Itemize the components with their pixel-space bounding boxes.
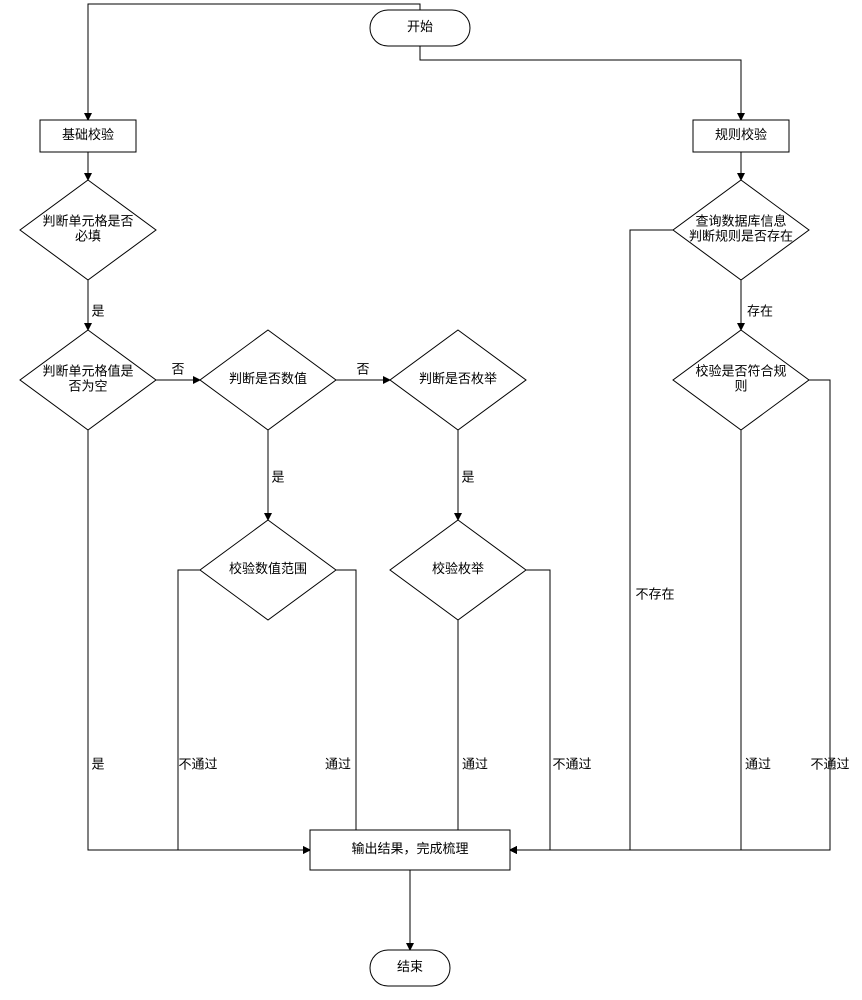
edge (178, 570, 310, 850)
edge (310, 570, 356, 850)
edge-label: 是 (91, 756, 104, 771)
edge (510, 430, 741, 850)
node-label-is_numeric: 判断是否数值 (229, 371, 307, 386)
edge (88, 430, 310, 850)
edge (88, 4, 420, 120)
node-label-output: 输出结果，完成梳理 (351, 841, 468, 856)
node-label-end: 结束 (397, 959, 423, 974)
flowchart-canvas: 是存在否否是是是不通过通过通过不通过不存在通过不通过 开始基础校验规则校验判断单… (0, 0, 862, 1000)
node-label-check_range: 校验数值范围 (229, 561, 307, 576)
edge (510, 570, 550, 850)
edge-label: 否 (171, 361, 184, 376)
node-label-rule_check: 规则校验 (715, 127, 767, 142)
edge-label: 是 (271, 469, 284, 484)
edge-label: 不通过 (178, 756, 217, 771)
edge-label: 通过 (745, 756, 771, 771)
node-label-db_rule_exist: 查询数据库信息判断规则是否存在 (689, 214, 793, 244)
edge-label: 存在 (747, 303, 773, 318)
edge-label: 不通过 (552, 756, 591, 771)
nodes-layer: 开始基础校验规则校验判断单元格是否必填查询数据库信息判断规则是否存在判断单元格值… (20, 10, 809, 986)
node-label-start: 开始 (407, 19, 433, 34)
node-label-basic_check: 基础校验 (62, 127, 114, 142)
edge-label: 不通过 (810, 756, 849, 771)
edge-label: 不存在 (635, 586, 674, 601)
edge-label: 否 (356, 361, 369, 376)
edge-label: 通过 (462, 756, 488, 771)
edge-label: 通过 (325, 756, 351, 771)
node-label-is_enum: 判断是否枚举 (419, 371, 497, 386)
edge (458, 620, 510, 850)
edge-label: 是 (91, 303, 104, 318)
node-label-check_enum: 校验枚举 (432, 561, 484, 576)
edge-label: 是 (461, 469, 474, 484)
edge (510, 380, 830, 850)
edge (420, 46, 741, 120)
